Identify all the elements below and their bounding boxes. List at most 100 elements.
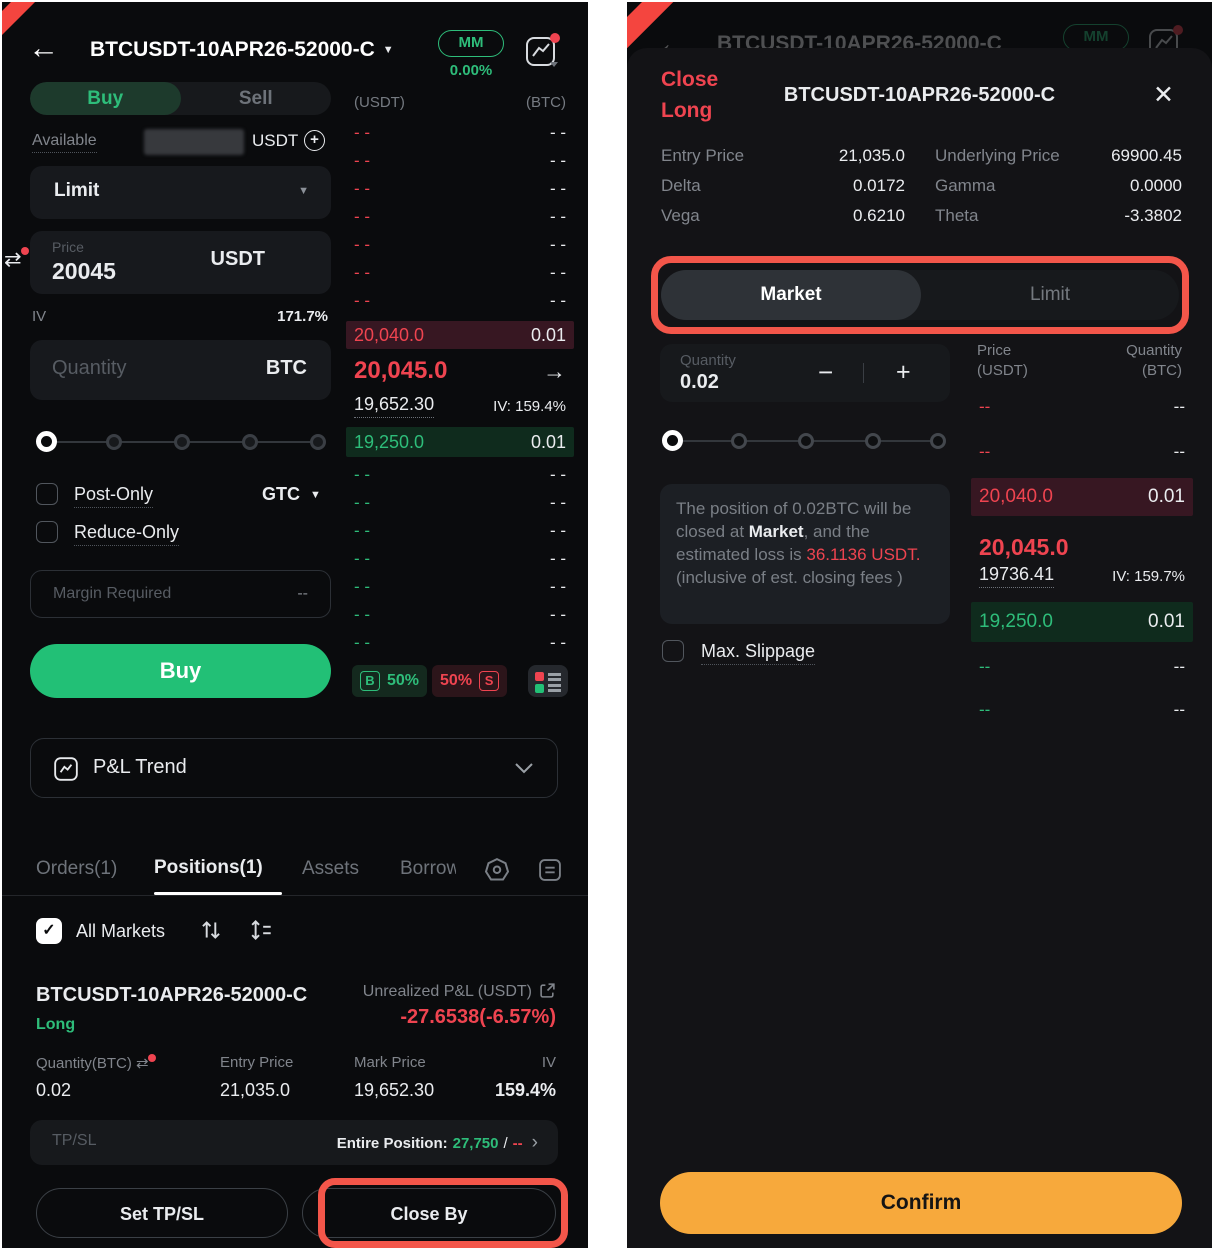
ask-row[interactable]: - -- - (346, 287, 574, 315)
close-by-button[interactable]: Close By (302, 1188, 556, 1238)
ask-row[interactable]: - -- - (346, 147, 574, 175)
swap-currency-icon[interactable]: ⇄ (4, 248, 22, 271)
reduce-only-checkbox[interactable] (36, 521, 58, 543)
tab-orders[interactable]: Orders(1) (36, 858, 118, 879)
sell-ratio: 50% S (432, 665, 508, 697)
buy-ratio: B 50% (352, 665, 428, 697)
bid-row[interactable]: - -- - (346, 601, 574, 629)
last-price-row[interactable]: 20,045.0 (971, 532, 1193, 562)
slider-step[interactable] (798, 433, 814, 449)
swap-icon[interactable]: ⇄ (136, 1055, 149, 1072)
ask-row[interactable]: - -- - (346, 203, 574, 231)
best-bid-row[interactable]: 19,250.0 0.01 (346, 427, 574, 457)
set-tpsl-button[interactable]: Set TP/SL (36, 1188, 288, 1238)
slider-step[interactable] (106, 434, 122, 450)
mm-badge[interactable]: MM (438, 30, 504, 57)
symbol-selector[interactable]: BTCUSDT-10APR26-52000-C ▼ (90, 38, 394, 62)
best-bid-row[interactable]: 19,250.0 0.01 (971, 602, 1193, 642)
tif-selector[interactable]: GTC (262, 484, 300, 504)
ask-row[interactable]: - -- - (346, 175, 574, 203)
tab-assets[interactable]: Assets (302, 858, 360, 879)
bid-price: -- (979, 657, 991, 676)
tab-sell[interactable]: Sell (238, 88, 273, 109)
best-ask-row[interactable]: 20,040.0 0.01 (971, 478, 1193, 516)
order-type-value: Limit (54, 180, 100, 201)
back-icon[interactable]: ← (28, 30, 59, 65)
mark-price-label: Mark Price (354, 1054, 426, 1071)
max-slippage-checkbox[interactable] (662, 640, 684, 662)
ask-row[interactable]: - -- - (346, 231, 574, 259)
tab-borrow[interactable]: Borrow (400, 858, 456, 879)
chevron-right-icon: › (531, 1132, 538, 1153)
bid-row[interactable]: - -- - (346, 489, 574, 517)
list-icon[interactable] (536, 856, 564, 889)
ask-row[interactable]: - -- - (346, 119, 574, 147)
slider-step[interactable] (174, 434, 190, 450)
chart-icon[interactable] (524, 32, 564, 72)
mark-price[interactable]: 19736.41 (979, 564, 1055, 588)
tpsl-bar[interactable]: TP/SL Entire Position: 27,750 / -- › (30, 1120, 558, 1165)
sort-icon[interactable] (198, 916, 224, 949)
plus-button[interactable]: + (896, 358, 911, 386)
entry-price-value: 21,035.0 (838, 146, 905, 165)
book-ratio-bar[interactable]: B 50% 50% S (352, 665, 508, 697)
sell-percent: 50% (440, 672, 473, 689)
slider-step[interactable] (242, 434, 258, 450)
order-type-annotation (651, 256, 1189, 334)
ask-qty: - - (549, 123, 566, 142)
bid-row[interactable]: -- -- (971, 699, 1193, 721)
best-ask-row[interactable]: 20,040.0 0.01 (346, 321, 574, 349)
bid-row[interactable]: - -- - (346, 629, 574, 657)
quantity-field[interactable]: Quantity BTC (30, 340, 331, 400)
bid-row[interactable]: - -- - (346, 573, 574, 601)
tab-limit[interactable]: Limit (1029, 284, 1071, 305)
bid-row[interactable]: - -- - (346, 545, 574, 573)
book-qty-header-1: Quantity (1126, 342, 1182, 359)
tab-positions[interactable]: Positions(1) (154, 857, 263, 878)
external-link-icon[interactable] (539, 982, 556, 1004)
adjust-icon[interactable] (482, 856, 512, 891)
ask-row[interactable]: -- -- (971, 441, 1193, 463)
confirm-button[interactable]: Confirm (660, 1172, 1182, 1234)
all-markets-checkbox[interactable]: ✓ (36, 918, 62, 944)
post-only-checkbox[interactable] (36, 483, 58, 505)
sl-value: -- (512, 1134, 523, 1152)
sell-badge: S (479, 671, 500, 691)
filter-icon[interactable] (248, 916, 274, 949)
ask-row[interactable]: -- -- (971, 396, 1193, 418)
bid-row[interactable]: -- -- (971, 656, 1193, 678)
slider-step[interactable] (731, 433, 747, 449)
quantity-stepper[interactable]: Quantity 0.02 − + (660, 344, 950, 402)
best-bid-qty: 0.01 (1148, 611, 1185, 632)
bid-price: - - (354, 465, 371, 484)
buy-button[interactable]: Buy (30, 644, 331, 698)
deposit-icon[interactable]: + (304, 130, 325, 151)
slider-step[interactable] (930, 433, 946, 449)
minus-button[interactable]: − (818, 357, 834, 387)
margin-required-field: Margin Required -- (30, 570, 331, 618)
close-icon[interactable]: ✕ (1153, 81, 1174, 109)
ask-row[interactable]: - -- - (346, 259, 574, 287)
entry-price-label: Entry Price (220, 1054, 294, 1071)
last-price-row[interactable]: 20,045.0 → (346, 349, 574, 393)
slider-handle[interactable] (662, 430, 683, 451)
mark-price[interactable]: 19,652.30 (354, 394, 435, 418)
tab-market[interactable]: Market (661, 270, 921, 320)
mm-percent: 0.00% (449, 62, 493, 79)
available-label: Available (32, 132, 97, 153)
price-field[interactable]: Price 20045 USDT ⇄ (4, 231, 331, 294)
order-type-select[interactable]: Limit ▼ (30, 166, 331, 219)
bid-row[interactable]: - -- - (346, 517, 574, 545)
arrow-right-icon[interactable]: → (543, 357, 566, 384)
pnl-trend-toggle[interactable]: P&L Trend (30, 738, 558, 798)
bid-row[interactable]: - -- - (346, 461, 574, 489)
tab-buy[interactable]: Buy (30, 82, 181, 115)
side-tabs: Buy Sell (30, 82, 331, 115)
orderbook-depth-icon[interactable] (528, 665, 568, 697)
note-part2: , and the estimated loss is (676, 522, 870, 564)
post-only-label: Post-Only (74, 484, 154, 508)
slider-step[interactable] (310, 434, 326, 450)
bid-price: - - (354, 549, 371, 568)
slider-handle[interactable] (36, 431, 57, 452)
slider-step[interactable] (865, 433, 881, 449)
